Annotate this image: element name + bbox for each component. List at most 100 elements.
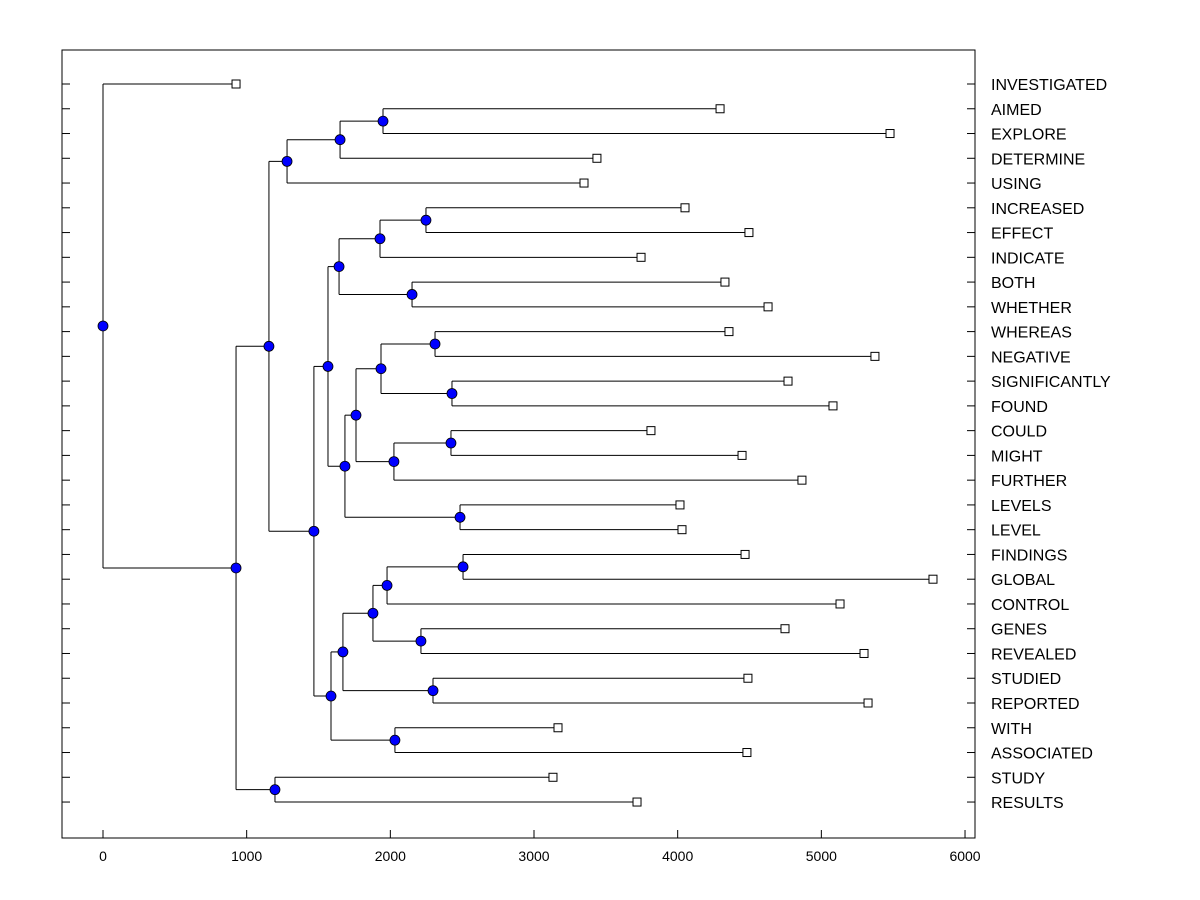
cluster-node [337,646,349,658]
leaf-label: STUDY [991,770,1046,787]
cluster-node [446,388,458,399]
plot-frame [61,49,976,839]
cluster-node [339,460,351,472]
leaf-label: CONTROL [991,597,1069,614]
cluster-node [445,437,457,449]
leaf-marker [548,772,558,782]
marks-layer [97,79,938,807]
leaf-label: REPORTED [991,696,1080,713]
leaf-marker [740,549,750,559]
leaf-marker [675,500,685,510]
leaf-marker [928,574,938,584]
leaf-label: STUDIED [991,671,1061,688]
leaf-marker [870,351,880,361]
labels-layer: INVESTIGATED AIMED EXPLORE DETERMINE USING IN… [991,77,1111,812]
leaf-marker [742,748,752,758]
cluster-node [308,525,320,537]
leaf-label: EXPLORE [991,127,1067,144]
axis-layer: 0 1000 2000 3000 4000 5000 6000 [62,83,981,864]
cluster-node [367,607,379,619]
cluster-node [377,115,389,127]
cluster-node [334,134,346,146]
x-tick-label: 1000 [231,848,262,864]
leaf-label: ASSOCIATED [991,746,1093,763]
leaf-marker [680,203,690,213]
leaf-marker [763,302,773,312]
leaf-label: LEVEL [991,523,1041,540]
x-tick-label: 4000 [662,848,693,864]
cluster-node [388,456,400,467]
leaf-marker [885,129,895,139]
cluster-node [381,579,393,591]
x-tick-label: 2000 [375,848,406,864]
leaf-label: USING [991,176,1042,193]
leaf-marker [553,723,563,733]
leaf-label: FOUND [991,399,1048,416]
cluster-node [427,685,439,697]
cluster-node [281,155,293,167]
leaf-marker [592,153,602,163]
cluster-node [415,635,427,647]
leaf-marker [720,277,730,287]
cluster-node [263,340,275,352]
leaf-marker [579,178,589,188]
leaf-marker [797,475,807,485]
leaf-label: WHETHER [991,300,1072,317]
leaf-label: DETERMINE [991,151,1085,168]
leaf-label: WHEREAS [991,325,1072,342]
leaf-marker [828,401,838,411]
x-tick-label: 6000 [949,848,980,864]
leaf-label: BOTH [991,275,1035,292]
leaf-marker [835,599,845,609]
cluster-node [406,289,418,300]
leaf-label: COULD [991,424,1047,441]
cluster-node [374,233,386,245]
leaf-marker [744,228,754,238]
leaf-marker [231,79,241,89]
leaf-marker [783,376,793,386]
cluster-node [350,409,362,421]
cluster-node [325,690,337,702]
leaf-label: WITH [991,721,1032,738]
cluster-node [97,320,109,332]
cluster-node [389,734,401,746]
leaf-label: REVEALED [991,646,1076,663]
leaf-label: INCREASED [991,201,1084,218]
leaf-label: RESULTS [991,795,1064,812]
cluster-node [333,261,345,273]
cluster-node [375,363,387,375]
cluster-node [230,562,242,574]
leaf-marker [724,327,734,337]
cluster-node [454,511,466,523]
leaf-marker [780,624,790,634]
cluster-node [322,361,334,372]
leaf-label: FINDINGS [991,547,1067,564]
leaf-marker [677,525,687,535]
leaf-marker [646,426,656,436]
leaf-label: EFFECT [991,226,1053,243]
cluster-node [457,561,469,573]
leaf-label: INVESTIGATED [991,77,1107,94]
leaf-label: FURTHER [991,473,1067,490]
x-tick-label: 0 [99,848,107,864]
cluster-node [269,784,281,796]
cluster-node [429,338,441,350]
leaf-marker [743,673,753,683]
leaf-label: MIGHT [991,448,1043,465]
leaf-label: SIGNIFICANTLY [991,374,1111,391]
leaf-marker [715,104,725,114]
leaf-label: INDICATE [991,250,1064,267]
leaf-marker [632,797,642,807]
leaf-label: GLOBAL [991,572,1055,589]
leaf-marker [863,698,873,708]
leaf-label: AIMED [991,102,1042,119]
leaf-marker [859,648,869,658]
leaf-label: NEGATIVE [991,349,1071,366]
leaf-label: GENES [991,622,1047,639]
x-tick-label: 5000 [806,848,837,864]
x-tick-label: 3000 [518,848,549,864]
leaf-marker [737,450,747,460]
cluster-node [420,214,432,226]
leaf-label: LEVELS [991,498,1051,515]
